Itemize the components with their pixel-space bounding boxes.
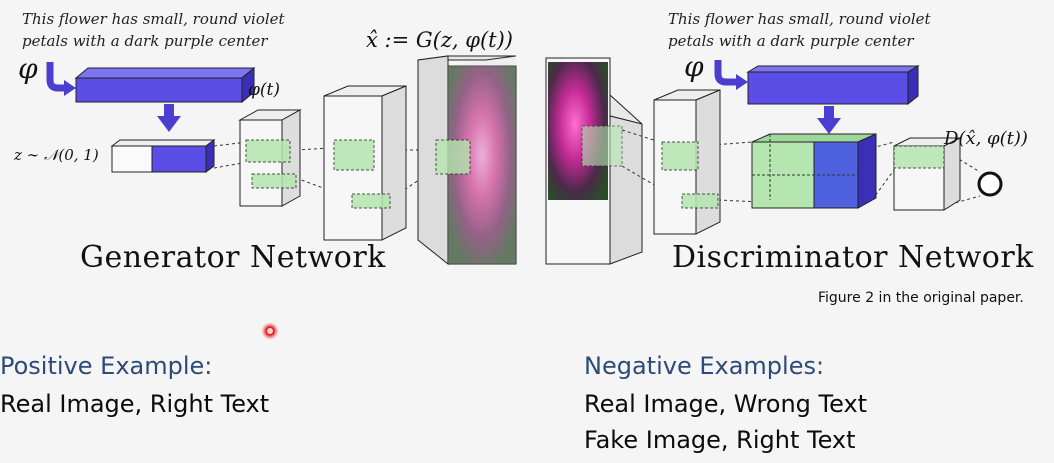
discriminator-phi-label: φ xyxy=(684,50,704,83)
generator-caption: This flower has small, round violet peta… xyxy=(22,8,285,52)
generated-image-volume xyxy=(417,55,517,266)
generator-output-formula: x̂ := G(z, φ(t)) xyxy=(366,28,513,52)
phi-arrow-icon xyxy=(46,62,76,96)
discriminator-caption-line1: This flower has small, round violet xyxy=(668,10,931,28)
discriminator-layer-1 xyxy=(653,89,721,235)
discriminator-network-label: Discriminator Network xyxy=(672,240,1034,275)
generator-phi-label: φ xyxy=(18,52,38,85)
figure-source-note: Figure 2 in the original paper. xyxy=(818,290,1024,306)
disc-text-embedding-bar xyxy=(746,65,920,106)
phi-arrow-icon-disc xyxy=(714,60,748,90)
generator-layer-2 xyxy=(323,85,407,241)
disc-down-arrow-icon xyxy=(817,106,841,134)
positive-example-heading: Positive Example: xyxy=(0,352,213,380)
discriminator-layer-final xyxy=(893,137,961,211)
phi-t-label: φ(t) xyxy=(248,80,280,100)
positive-example-item: Real Image, Right Text xyxy=(0,390,270,418)
negative-example-item: Fake Image, Right Text xyxy=(584,426,856,454)
noise-concat-vector xyxy=(110,139,216,173)
generator-network-label: Generator Network xyxy=(80,240,386,275)
discriminator-output-formula: D(x̂, φ(t)) xyxy=(944,128,1028,149)
negative-example-item: Real Image, Wrong Text xyxy=(584,390,868,418)
generator-caption-line1: This flower has small, round violet xyxy=(22,10,285,28)
down-arrow-icon xyxy=(157,104,181,132)
negative-examples-heading: Negative Examples: xyxy=(584,352,825,380)
real-image-volume xyxy=(545,57,643,265)
discriminator-caption: This flower has small, round violet peta… xyxy=(668,8,931,52)
text-embedding-bar xyxy=(74,66,256,104)
generator-layer-1 xyxy=(238,109,302,207)
noise-z-label: z ∼ 𝒩(0, 1) xyxy=(14,146,99,164)
discriminator-caption-line2: petals with a dark purple center xyxy=(668,32,914,50)
generator-caption-line2: petals with a dark purple center xyxy=(22,32,268,50)
concat-feature-volume xyxy=(751,133,877,209)
output-score-node-icon xyxy=(977,171,1003,197)
laser-pointer-core xyxy=(267,328,273,334)
